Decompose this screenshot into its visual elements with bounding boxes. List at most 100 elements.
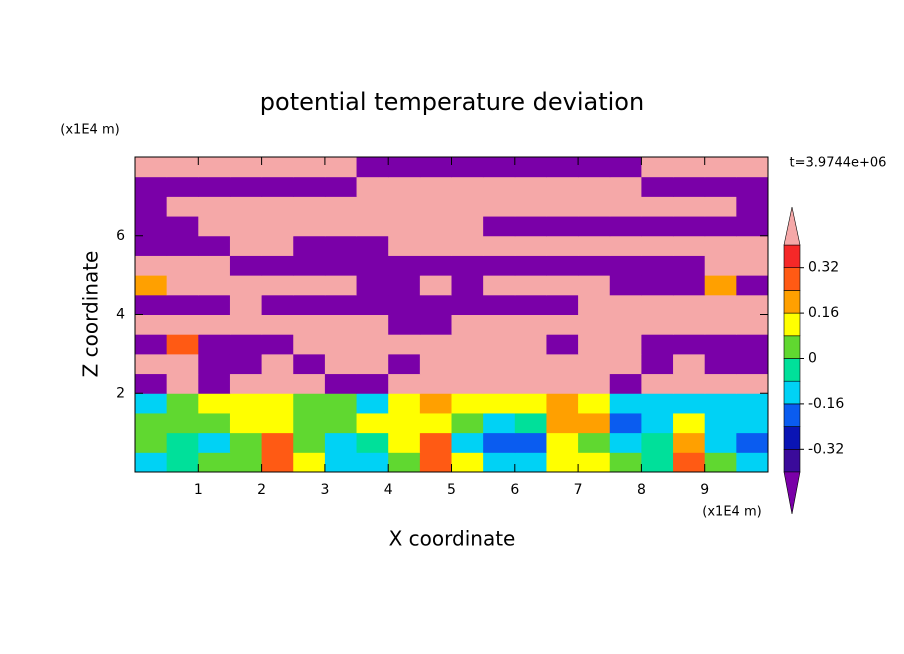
contour-cell xyxy=(324,452,358,473)
contour-cell xyxy=(546,393,579,414)
contour-cell xyxy=(704,255,737,276)
contour-cell xyxy=(451,353,484,375)
x-tick-label: 8 xyxy=(637,482,646,498)
y-tick-label: 2 xyxy=(116,385,125,401)
contour-cell xyxy=(736,373,769,394)
contour-cell xyxy=(704,393,737,414)
contour-cell xyxy=(483,373,516,394)
contour-cell xyxy=(356,294,389,315)
x-tick-label: 3 xyxy=(320,482,329,498)
contour-cell xyxy=(673,235,706,256)
contour-cell xyxy=(324,216,358,237)
contour-cell xyxy=(356,393,389,414)
contour-cell xyxy=(229,412,263,434)
contour-cell xyxy=(324,196,358,217)
contour-cell xyxy=(135,157,168,178)
chart-title: potential temperature deviation xyxy=(260,88,644,116)
contour-cell xyxy=(641,255,674,276)
contour-cell xyxy=(641,432,674,453)
contour-cell xyxy=(293,412,326,434)
contour-cell xyxy=(356,255,389,276)
contour-cell xyxy=(704,275,737,296)
contour-cell xyxy=(546,275,579,296)
contour-cell xyxy=(736,412,769,434)
contour-cell xyxy=(388,275,421,296)
contour-cell xyxy=(229,196,263,217)
contour-cell xyxy=(293,334,326,355)
contour-cell xyxy=(166,294,199,315)
contour-cell xyxy=(641,393,674,414)
contour-cell xyxy=(261,275,294,296)
contour-cell xyxy=(293,255,326,276)
colorbar-box xyxy=(783,290,801,314)
contour-cell xyxy=(609,176,642,197)
contour-cell xyxy=(198,334,231,355)
contour-cell xyxy=(388,314,421,335)
contour-cell xyxy=(483,275,516,296)
colorbar-under xyxy=(783,471,801,515)
contour-cell xyxy=(198,294,231,315)
contour-cell xyxy=(198,235,231,256)
contour-cell xyxy=(673,157,706,178)
contour-cell xyxy=(198,216,231,237)
contour-cell xyxy=(324,373,358,394)
contour-cell xyxy=(609,196,642,217)
contour-cell xyxy=(356,334,389,355)
x-tick-label: 5 xyxy=(447,482,456,498)
contour-cell xyxy=(135,452,168,473)
contour-cell xyxy=(483,255,516,276)
contour-cell xyxy=(229,176,263,197)
contour-cell xyxy=(546,196,579,217)
contour-cell xyxy=(388,334,421,355)
contour-cell xyxy=(135,216,168,237)
contour-cell xyxy=(261,393,294,414)
contour-cell xyxy=(419,393,452,414)
contour-cell xyxy=(673,196,706,217)
contour-cell xyxy=(609,452,642,473)
contour-cell xyxy=(514,373,547,394)
contour-cell xyxy=(419,314,452,335)
contour-cell xyxy=(673,255,706,276)
contour-cell xyxy=(419,235,452,256)
y-unit: (x1E4 m) xyxy=(60,123,119,138)
contour-cell xyxy=(324,432,358,453)
contour-cell xyxy=(261,452,294,473)
contour-cell xyxy=(388,157,421,178)
x-tick-label: 6 xyxy=(510,482,519,498)
contour-cell xyxy=(229,314,263,335)
contour-cell xyxy=(135,275,168,296)
contour-cell xyxy=(483,176,516,197)
contour-cell xyxy=(673,176,706,197)
contour-cell xyxy=(261,157,294,178)
contour-cell xyxy=(229,393,263,414)
colorbar-box xyxy=(783,244,801,269)
colorbar-label: 0 xyxy=(808,351,817,367)
contour-cell xyxy=(388,255,421,276)
contour-cell xyxy=(198,452,231,473)
contour-cell xyxy=(261,216,294,237)
contour-cell xyxy=(546,412,579,434)
contour-cell xyxy=(514,275,547,296)
contour-cell xyxy=(451,412,484,434)
contour-cell xyxy=(388,196,421,217)
contour-cell xyxy=(135,432,168,453)
contour-cell xyxy=(546,255,579,276)
contour-cell xyxy=(578,157,611,178)
contour-cell xyxy=(293,275,326,296)
x-unit: (x1E4 m) xyxy=(702,505,761,520)
contour-cell xyxy=(293,373,326,394)
contour-cell xyxy=(356,353,389,375)
colorbar-box xyxy=(783,312,801,337)
contour-cell xyxy=(261,432,294,453)
contour-cell xyxy=(166,314,199,335)
contour-cell xyxy=(166,452,199,473)
contour-cell xyxy=(483,334,516,355)
contour-cell xyxy=(578,275,611,296)
contour-cell xyxy=(356,314,389,335)
contour-cell xyxy=(704,294,737,315)
contour-cell xyxy=(673,353,706,375)
contour-cell xyxy=(293,353,326,375)
contour-cell xyxy=(324,275,358,296)
contour-cell xyxy=(324,255,358,276)
contour-cell xyxy=(198,432,231,453)
